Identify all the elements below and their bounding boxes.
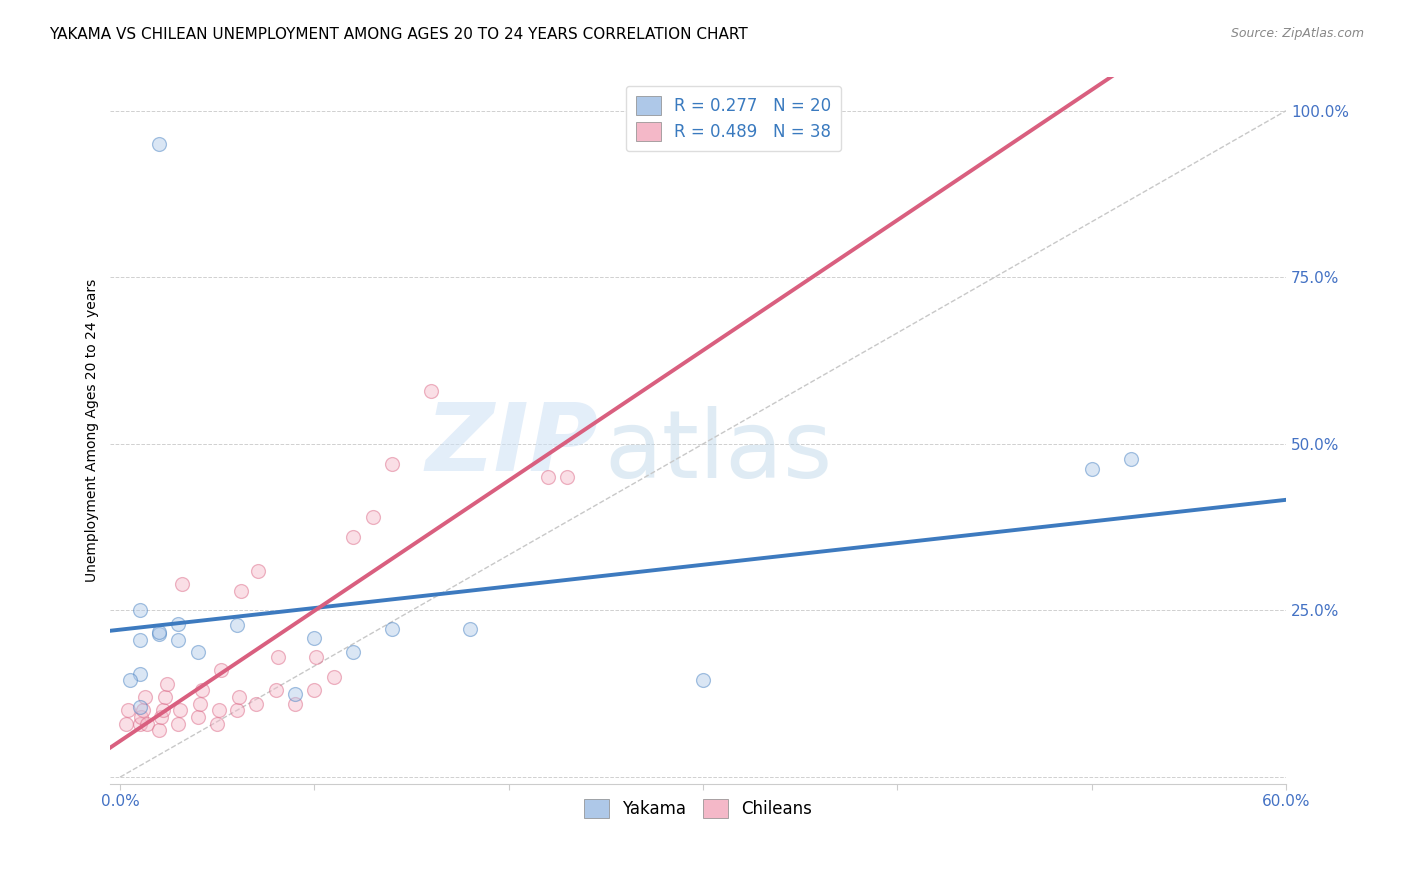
Point bbox=[322, 670, 344, 684]
Point bbox=[128, 700, 150, 714]
Point bbox=[153, 690, 176, 705]
Text: ZIP: ZIP bbox=[426, 399, 599, 491]
Point bbox=[167, 716, 190, 731]
Point bbox=[187, 710, 209, 724]
Y-axis label: Unemployment Among Ages 20 to 24 years: Unemployment Among Ages 20 to 24 years bbox=[86, 279, 100, 582]
Point bbox=[305, 650, 328, 665]
Text: YAKAMA VS CHILEAN UNEMPLOYMENT AMONG AGES 20 TO 24 YEARS CORRELATION CHART: YAKAMA VS CHILEAN UNEMPLOYMENT AMONG AGE… bbox=[49, 27, 748, 42]
Point bbox=[264, 683, 287, 698]
Point bbox=[228, 690, 250, 705]
Point bbox=[208, 703, 231, 717]
Point bbox=[128, 716, 150, 731]
Point bbox=[149, 710, 172, 724]
Point bbox=[136, 716, 159, 731]
Point bbox=[134, 690, 156, 705]
Point bbox=[225, 618, 247, 632]
Point bbox=[229, 583, 252, 598]
Point bbox=[167, 616, 190, 631]
Point bbox=[169, 703, 191, 717]
Point bbox=[555, 470, 578, 484]
Point bbox=[381, 622, 404, 636]
Point bbox=[458, 622, 481, 636]
Point bbox=[420, 384, 443, 398]
Point bbox=[209, 664, 232, 678]
Point bbox=[207, 716, 229, 731]
Point bbox=[247, 564, 270, 578]
Point bbox=[190, 683, 212, 698]
Text: atlas: atlas bbox=[605, 406, 832, 498]
Point bbox=[152, 703, 174, 717]
Point bbox=[148, 627, 170, 641]
Point bbox=[284, 697, 307, 711]
Point bbox=[692, 673, 714, 688]
Point bbox=[342, 645, 364, 659]
Text: Source: ZipAtlas.com: Source: ZipAtlas.com bbox=[1230, 27, 1364, 40]
Point bbox=[156, 677, 179, 691]
Point bbox=[118, 673, 141, 688]
Point bbox=[342, 530, 364, 544]
Point bbox=[148, 723, 170, 738]
Point bbox=[128, 633, 150, 648]
Point bbox=[381, 457, 404, 471]
Point bbox=[245, 697, 267, 711]
Point bbox=[117, 703, 139, 717]
Point bbox=[132, 703, 155, 717]
Point bbox=[148, 137, 170, 152]
Point bbox=[167, 633, 190, 648]
Point bbox=[187, 645, 209, 659]
Point bbox=[304, 632, 326, 646]
Point bbox=[284, 687, 307, 701]
Point bbox=[536, 470, 558, 484]
Point bbox=[128, 603, 150, 617]
Point bbox=[225, 703, 247, 717]
Point bbox=[188, 697, 211, 711]
Point bbox=[266, 650, 288, 665]
Point bbox=[128, 666, 150, 681]
Point bbox=[148, 624, 170, 639]
Point bbox=[115, 716, 138, 731]
Point bbox=[172, 577, 194, 591]
Point bbox=[131, 710, 153, 724]
Point bbox=[304, 683, 326, 698]
Point bbox=[1080, 462, 1102, 476]
Legend: Yakama, Chileans: Yakama, Chileans bbox=[578, 792, 818, 825]
Point bbox=[361, 510, 384, 524]
Point bbox=[1119, 451, 1142, 466]
